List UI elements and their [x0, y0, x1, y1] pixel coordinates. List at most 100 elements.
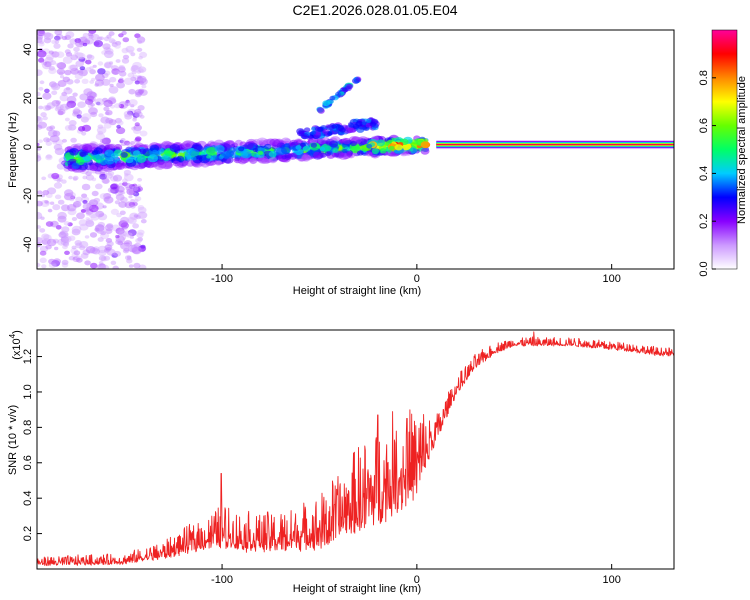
- heatmap-noise-cell: [97, 237, 104, 242]
- heatmap-noise-cell: [121, 47, 129, 54]
- heatmap-noise-cell: [79, 93, 89, 101]
- heatmap-noise-cell: [99, 266, 105, 269]
- heatmap-noise-cell: [108, 38, 116, 44]
- heatmap-noise-cell: [63, 189, 74, 197]
- heatmap-noise-cell: [40, 112, 47, 118]
- heatmap-noise-cell: [118, 201, 127, 208]
- heatmap-streak-cell: [331, 124, 337, 129]
- heatmap-noise-cell: [100, 138, 107, 144]
- heatmap-noise-cell: [48, 50, 54, 55]
- heatmap-noise-cell: [86, 54, 95, 61]
- heatmap-trace-cell: [104, 156, 116, 165]
- heatmap-noise-cell: [54, 36, 61, 41]
- heatmap-noise-cell: [104, 244, 113, 251]
- heatmap-noise-cell: [42, 116, 48, 121]
- heatmap-noise-cell: [49, 135, 60, 143]
- heatmap-noise-cell: [87, 32, 94, 37]
- heatmap-noise-cell: [37, 116, 43, 123]
- heatmap-noise-cell: [51, 90, 58, 96]
- heatmap-noise-cell: [65, 31, 75, 39]
- heatmap-x-tick-label: 0: [414, 273, 420, 285]
- heatmap-noise-cell: [92, 64, 97, 68]
- heatmap-noise-cell: [115, 59, 121, 63]
- heatmap-x-tick-label: 100: [602, 273, 620, 285]
- heatmap-trace-cell: [284, 155, 291, 160]
- heatmap-noise-cell: [37, 237, 44, 244]
- heatmap-noise-cell: [106, 223, 114, 229]
- heatmap-trace-cell: [95, 153, 105, 161]
- heatmap-noise-cell: [85, 217, 90, 221]
- heatmap-noise-cell: [112, 265, 119, 269]
- heatmap-noise-cell: [139, 51, 148, 59]
- heatmap-trace-cell: [389, 145, 395, 151]
- heatmap-noise-cell: [82, 42, 88, 47]
- heatmap-noise-cell: [100, 116, 110, 124]
- heatmap-noise-cell: [51, 83, 59, 89]
- heatmap-y-tick-label: -20: [22, 188, 34, 204]
- heatmap-noise-cell: [40, 216, 45, 220]
- heatmap-noise-cell: [134, 122, 140, 127]
- heatmap-noise-cell: [64, 69, 72, 76]
- heatmap-trace-cell: [216, 160, 223, 165]
- heatmap-panel: -100 0 100 -40 -20 0 20 40 Height of straight …: [7, 29, 675, 297]
- heatmap-noise-cell: [38, 139, 43, 143]
- heatmap-noise-cell: [56, 68, 66, 75]
- heatmap-streak-cell: [311, 126, 317, 131]
- heatmap-streak-cell: [303, 127, 311, 133]
- colorbar: 0.0 0.2 0.4 0.6 0.8 Normalized spectral ampl…: [698, 29, 748, 277]
- heatmap-noise-cell: [84, 260, 91, 266]
- heatmap-noise-cell: [57, 211, 67, 220]
- heatmap-trace-cell: [268, 151, 277, 158]
- heatmap-noise-cell: [130, 76, 137, 82]
- heatmap-noise-cell: [64, 117, 70, 122]
- heatmap-noise-cell: [65, 104, 72, 110]
- heatmap-noise-cell: [117, 120, 124, 126]
- heatmap-noise-cell: [41, 176, 47, 181]
- heatmap-trace-cell: [295, 145, 302, 150]
- snr-y-ticks: 0.2 0.4 0.6 0.8 1.0 1.2: [22, 349, 42, 541]
- heatmap-noise-cell: [116, 127, 126, 135]
- heatmap-noise-cell: [82, 202, 93, 211]
- heatmap-noise-cell: [124, 182, 132, 189]
- heatmap-noise-cell: [133, 124, 142, 132]
- heatmap-noise-cell: [38, 57, 45, 63]
- snr-multiplier: (x104): [8, 330, 23, 360]
- heatmap-noise-cell: [78, 219, 88, 227]
- heatmap-noise-cell: [108, 119, 117, 126]
- heatmap-trace-cell: [185, 143, 191, 148]
- heatmap-noise-cell: [72, 92, 78, 97]
- heatmap-noise-cell: [99, 36, 104, 41]
- heatmap-trace-cell: [301, 154, 311, 162]
- heatmap-noise-cell: [47, 208, 53, 213]
- heatmap-noise-cell: [95, 73, 105, 82]
- heatmap-trace-cell: [324, 151, 332, 157]
- heatmap-noise-cell: [41, 264, 47, 269]
- heatmap-noise-cell: [53, 143, 63, 151]
- heatmap-noise-cell: [114, 103, 121, 109]
- heatmap-noise-cell: [93, 40, 104, 48]
- heatmap-trace-cell: [125, 157, 134, 164]
- heatmap-noise-cell: [120, 242, 130, 250]
- heatmap-noise-cell: [78, 126, 86, 132]
- heatmap-noise-cell: [119, 210, 126, 216]
- heatmap-noise-cell: [53, 182, 63, 189]
- heatmap-noise-cell: [76, 114, 82, 119]
- heatmap-noise-cell: [90, 213, 100, 221]
- heatmap-x-label: Height of straight line (km): [293, 285, 421, 297]
- heatmap-noise-cell: [54, 194, 62, 200]
- heatmap-noise-cell: [128, 88, 136, 95]
- heatmap-noise-cell: [68, 124, 77, 131]
- heatmap-trace-cell: [172, 160, 181, 167]
- heatmap-trace-cell: [224, 155, 230, 160]
- heatmap-noise-cell: [86, 91, 97, 99]
- heatmap-noise-cell: [61, 259, 69, 265]
- snr-multiplier-suffix: ): [11, 330, 23, 334]
- heatmap-noise-cell: [41, 61, 46, 65]
- heatmap-noise-cell: [110, 183, 118, 190]
- heatmap-noise-cell: [115, 117, 122, 124]
- heatmap-noise-cell: [51, 172, 60, 180]
- snr-y-tick-label: 1.2: [22, 349, 34, 364]
- heatmap-echo-cell: [316, 107, 325, 113]
- heatmap-trace-cell: [206, 155, 212, 159]
- heatmap-noise-cell: [76, 52, 86, 60]
